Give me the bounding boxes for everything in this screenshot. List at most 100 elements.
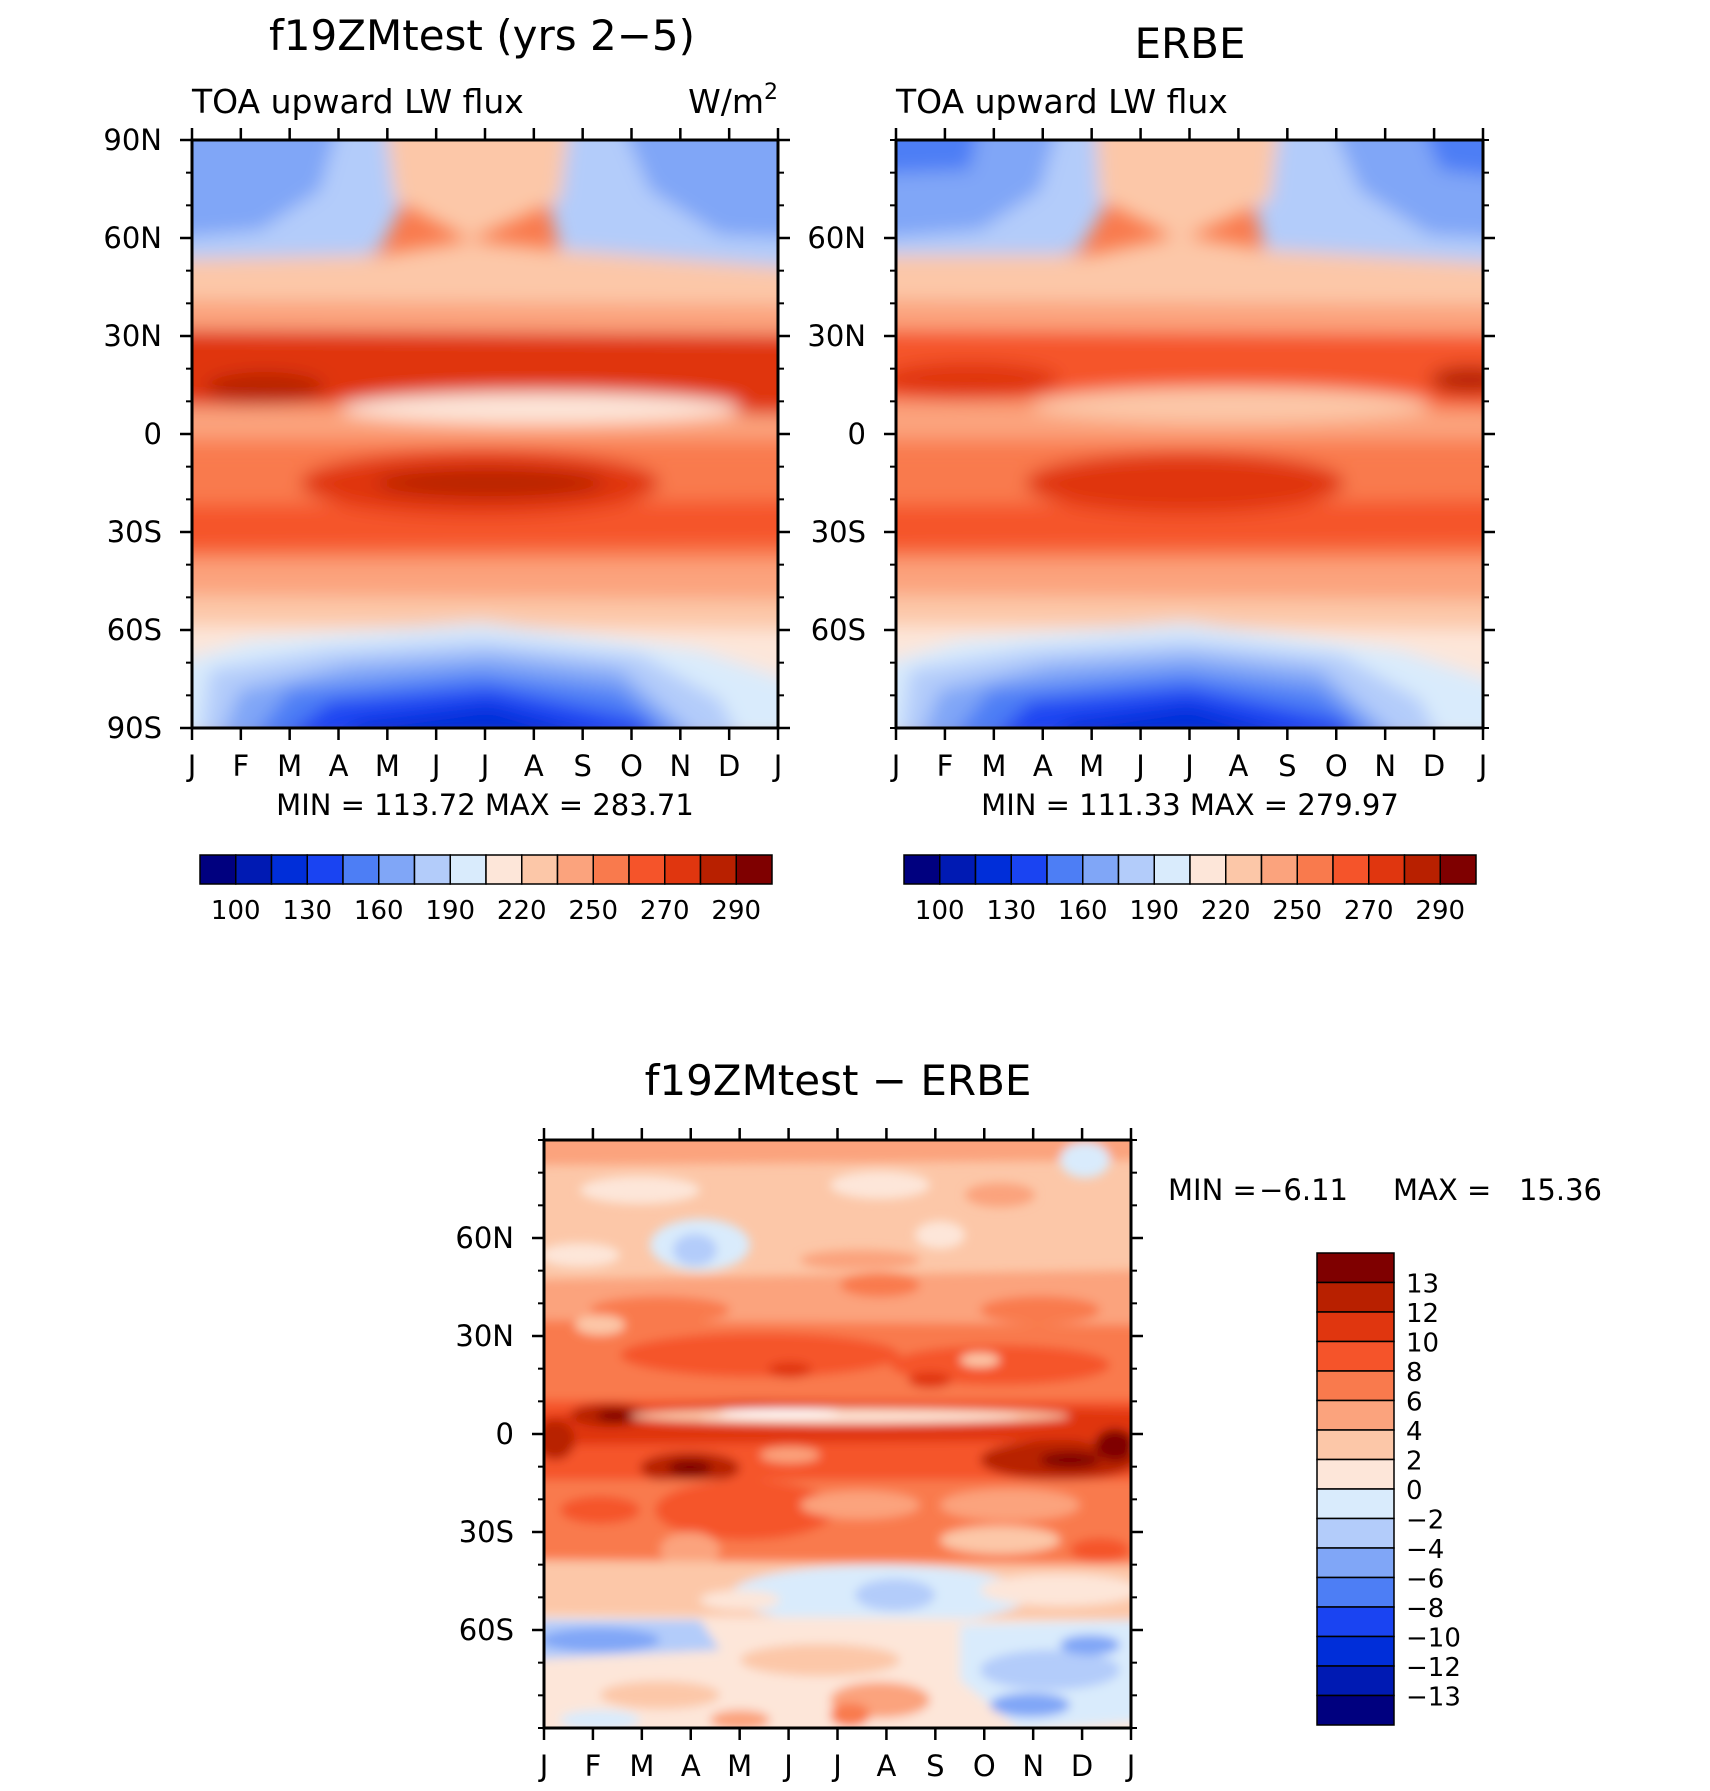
x-tick-label: J: [1477, 749, 1488, 783]
x-tick-label: A: [876, 1749, 896, 1783]
x-tick-label: A: [1033, 749, 1053, 783]
y-tick-label: 60N: [807, 221, 866, 255]
colorbar-swatch: [378, 854, 416, 885]
colorbar-label: 220: [1201, 896, 1251, 926]
colorbar-label: 6: [1406, 1388, 1423, 1418]
y-tick-label: 30N: [455, 1319, 514, 1353]
diff-min-label: MIN =: [1168, 1173, 1257, 1207]
obs-contour-field: [896, 140, 1483, 728]
x-tick-label: J: [890, 749, 901, 783]
colorbar-swatch: [735, 854, 773, 885]
colorbar-label: 160: [1058, 896, 1108, 926]
colorbar-swatch: [664, 854, 702, 885]
x-tick-label: N: [669, 749, 691, 783]
x-tick-label: F: [232, 749, 249, 783]
y-tick-label: 0: [496, 1417, 514, 1451]
x-tick-label: M: [277, 749, 302, 783]
colorbar-label: 10: [1406, 1329, 1439, 1359]
colorbar-label: −2: [1406, 1506, 1444, 1536]
y-tick-label: 30S: [107, 515, 162, 549]
colorbar-swatch: [903, 854, 941, 885]
x-tick-label: S: [926, 1749, 944, 1783]
obs-left-string: TOA upward LW flux: [895, 82, 1228, 121]
colorbar-swatch: [1082, 854, 1120, 885]
model-left-string: TOA upward LW flux: [191, 82, 524, 121]
colorbar-label: 270: [1344, 896, 1394, 926]
x-tick-label: M: [629, 1749, 654, 1783]
colorbar-label: 290: [1415, 896, 1465, 926]
y-tick-label: 60S: [107, 613, 162, 647]
model-y-ticks: 90N 60N 30N 0 30S 60S 90S: [103, 123, 790, 745]
colorbar-swatch: [1010, 854, 1048, 885]
colorbar-swatch: [1316, 1694, 1395, 1726]
colorbar-swatch: [306, 854, 344, 885]
x-tick-label: D: [1071, 1749, 1093, 1783]
x-tick-label: J: [782, 1749, 793, 1783]
x-tick-label: D: [718, 749, 740, 783]
x-tick-label: M: [1079, 749, 1104, 783]
model-minmax: MIN = 113.72 MAX = 283.71: [276, 788, 694, 822]
x-tick-label: O: [620, 749, 643, 783]
colorbar-swatch: [1316, 1665, 1395, 1697]
x-tick-label: J: [1125, 1749, 1136, 1783]
colorbar-swatch: [485, 854, 523, 885]
x-tick-label: F: [937, 749, 954, 783]
x-tick-label: D: [1423, 749, 1445, 783]
colorbar-label: −13: [1406, 1683, 1461, 1713]
colorbar-swatch: [628, 854, 666, 885]
colorbar-swatch: [1316, 1517, 1395, 1549]
obs-panel: ERBE TOA upward LW flux: [807, 19, 1495, 926]
colorbar-swatch: [556, 854, 594, 885]
diff-contour-field: [544, 1140, 1131, 1728]
colorbar-swatch: [235, 854, 273, 885]
colorbar-label: 190: [1129, 896, 1179, 926]
obs-minmax: MIN = 111.33 MAX = 279.97: [981, 788, 1399, 822]
colorbar-swatch: [1316, 1281, 1395, 1313]
x-tick-label: J: [538, 1749, 549, 1783]
x-tick-label: O: [1325, 749, 1348, 783]
model-contour-field: [192, 140, 778, 728]
colorbar-label: 8: [1406, 1358, 1423, 1388]
colorbar-label: 220: [497, 896, 547, 926]
colorbar-swatch: [1316, 1576, 1395, 1608]
colorbar-label: 2: [1406, 1447, 1423, 1477]
colorbar-label: 130: [986, 896, 1036, 926]
colorbar-swatch: [1368, 854, 1406, 885]
obs-title: ERBE: [1134, 19, 1245, 68]
x-tick-label: M: [375, 749, 400, 783]
colorbar-swatch: [1316, 1488, 1395, 1520]
colorbar-swatch: [413, 854, 451, 885]
colorbar-swatch: [521, 854, 559, 885]
colorbar-swatch: [1153, 854, 1191, 885]
y-tick-label: 90S: [107, 711, 162, 745]
colorbar-label: 100: [915, 896, 965, 926]
colorbar-swatch: [342, 854, 380, 885]
colorbar-label: 190: [425, 896, 475, 926]
colorbar-swatch: [270, 854, 308, 885]
colorbar-swatch: [1260, 854, 1298, 885]
y-tick-label: 30S: [811, 515, 866, 549]
y-tick-label: 30N: [103, 319, 162, 353]
colorbar-swatch: [199, 854, 237, 885]
colorbar-swatch: [1316, 1399, 1395, 1431]
colorbar-label: 160: [354, 896, 404, 926]
colorbar-label: −8: [1406, 1594, 1444, 1624]
x-tick-label: J: [831, 1749, 842, 1783]
x-tick-label: S: [573, 749, 591, 783]
y-tick-label: 30N: [807, 319, 866, 353]
x-tick-label: F: [585, 1749, 602, 1783]
colorbar-swatch: [1046, 854, 1084, 885]
x-tick-label: J: [186, 749, 197, 783]
colorbar-label: −4: [1406, 1535, 1444, 1565]
x-tick-label: A: [681, 1749, 701, 1783]
colorbar-swatch: [939, 854, 977, 885]
obs-colorbar: 100 130 160 190 220 250 270 290: [903, 854, 1477, 926]
x-tick-label: J: [430, 749, 441, 783]
colorbar-swatch: [1225, 854, 1263, 885]
colorbar-label: 4: [1406, 1417, 1423, 1447]
colorbar-swatch: [1439, 854, 1477, 885]
x-tick-label: M: [727, 1749, 752, 1783]
